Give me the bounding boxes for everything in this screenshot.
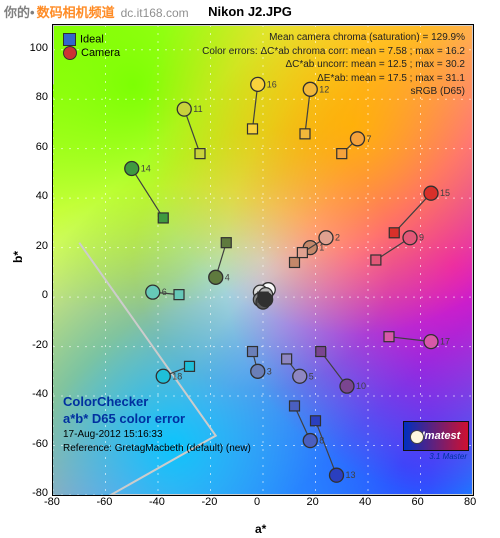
legend-ideal: Ideal [63, 33, 120, 46]
site-watermark: 你的•数码相机频道 dc.it168.com [4, 2, 189, 21]
svg-text:3: 3 [267, 366, 272, 376]
bottom-left-block: ColorChecker a*b* D65 color error 17-Aug… [63, 393, 251, 455]
svg-text:5: 5 [309, 371, 314, 381]
bl-title1: ColorChecker [63, 393, 251, 411]
imatest-logo: Imatest 3.1 Master [403, 421, 467, 461]
svg-text:18: 18 [172, 371, 182, 381]
stat-space: sRGB (D65) [202, 85, 465, 99]
wm-part1: 你的• [4, 5, 35, 20]
svg-text:7: 7 [367, 134, 372, 144]
page: 你的•数码相机频道dc.it168.com Nikon J2.JPG 12345… [0, 0, 500, 538]
svg-text:2: 2 [335, 233, 340, 243]
stat-chroma-uncorr: ΔC*ab uncorr: mean = 12.5 ; max = 30.2 [202, 58, 465, 72]
svg-text:15: 15 [440, 188, 450, 198]
ab-color-plot: 123456789101112131415161718 Ideal Camera… [52, 24, 474, 496]
legend-camera: Camera [63, 46, 120, 60]
svg-text:4: 4 [225, 272, 230, 282]
wm-part2: 数码相机频道 [37, 5, 115, 20]
stat-chroma-corr: Color errors: ΔC*ab chroma corr: mean = … [202, 45, 465, 59]
x-axis-label: a* [255, 522, 266, 536]
svg-text:17: 17 [440, 337, 450, 347]
svg-text:6: 6 [162, 287, 167, 297]
stat-deltaE: ΔE*ab: mean = 17.5 ; max = 31.1 [202, 72, 465, 86]
bl-timestamp: 17-Aug-2012 15:16:33 [63, 428, 251, 442]
svg-text:14: 14 [141, 163, 151, 173]
y-axis-label: b* [11, 251, 25, 263]
bl-title2: a*b* D65 color error [63, 410, 251, 428]
svg-text:9: 9 [419, 233, 424, 243]
wm-part3: dc.it168.com [121, 6, 189, 20]
svg-text:10: 10 [356, 381, 366, 391]
stat-saturation: Mean camera chroma (saturation) = 129.9% [202, 31, 465, 45]
legend: Ideal Camera [63, 33, 120, 60]
stats-block: Mean camera chroma (saturation) = 129.9%… [202, 31, 465, 99]
bl-reference: Reference: GretagMacbeth (default) (new) [63, 442, 251, 456]
svg-text:13: 13 [346, 470, 356, 480]
svg-text:11: 11 [193, 104, 202, 114]
